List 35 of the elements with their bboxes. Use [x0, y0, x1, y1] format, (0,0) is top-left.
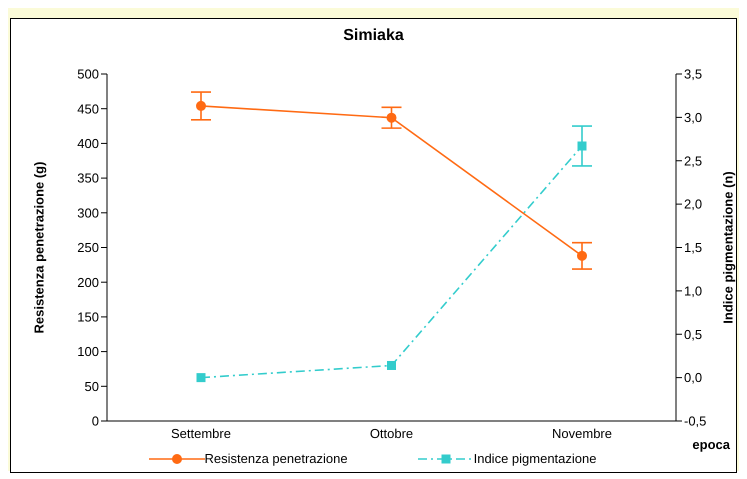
y2-tick-label: 2,0	[684, 196, 702, 212]
y2-tick-label: 1,0	[684, 283, 702, 298]
x-tick-label: Novembre	[552, 426, 612, 442]
point	[196, 100, 206, 111]
y2-axis-title: Indice pigmentazione (n)	[720, 171, 736, 324]
y2-tick-label: 3,0	[684, 110, 702, 125]
y-tick-label: 450	[77, 101, 99, 116]
y-tick-label: 50	[84, 378, 99, 394]
x-tick-label: Settembre	[171, 426, 231, 442]
x-tick-label: Ottobre	[370, 426, 414, 442]
point	[196, 373, 206, 382]
legend-label: Indice pigmentazione	[474, 451, 596, 466]
point	[578, 142, 586, 151]
y-tick-label: 350	[77, 170, 99, 186]
legend-label: Resistenza penetrazione	[204, 451, 348, 466]
y2-tick-label: 0,0	[684, 370, 702, 386]
y2-tick-label: -0,5	[684, 414, 706, 429]
y2-tick-label: 2,5	[684, 153, 702, 168]
y2-tick-label: 3,5	[684, 66, 702, 82]
chart-title: Simiaka	[342, 27, 405, 45]
y-tick-label: 200	[77, 274, 99, 290]
point	[387, 360, 396, 370]
y-tick-label: 500	[77, 66, 99, 82]
x-axis-title: epoca	[692, 437, 730, 452]
y-tick-label: 150	[77, 310, 99, 325]
y-axis-title: Resistenza penetrazione (g)	[32, 162, 47, 334]
point	[386, 112, 396, 123]
y-tick-label: 250	[77, 240, 99, 256]
y-tick-label: 300	[77, 205, 99, 220]
point	[577, 250, 587, 261]
y2-tick-label: 0,5	[684, 326, 702, 342]
y2-tick-label: 1,5	[684, 240, 702, 256]
y-tick-label: 0	[92, 414, 99, 429]
y-tick-label: 100	[77, 344, 99, 360]
y-tick-label: 400	[77, 136, 99, 152]
